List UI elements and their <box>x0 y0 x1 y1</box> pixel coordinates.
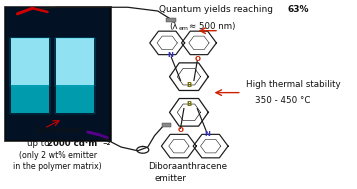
Bar <box>56 38 94 113</box>
Bar <box>166 18 176 22</box>
Bar <box>10 38 50 86</box>
Text: 63%: 63% <box>287 5 309 14</box>
Text: up to: up to <box>27 139 52 148</box>
Bar <box>6 7 109 139</box>
Text: ≈ 500 nm): ≈ 500 nm) <box>188 22 235 31</box>
Bar <box>10 38 50 114</box>
Text: (only 2 wt% emitter: (only 2 wt% emitter <box>19 151 96 160</box>
Bar <box>4 6 111 141</box>
Bar <box>56 38 94 85</box>
Text: em: em <box>179 26 189 31</box>
Bar <box>55 38 95 114</box>
Text: in the polymer matrix): in the polymer matrix) <box>13 162 102 171</box>
Text: (λ: (λ <box>169 22 177 31</box>
Text: 350 - 450 °C: 350 - 450 °C <box>255 96 310 105</box>
Text: −2: −2 <box>103 141 111 146</box>
Text: N: N <box>167 52 174 58</box>
Text: High thermal stability: High thermal stability <box>246 81 341 89</box>
Text: Quantum yields reaching: Quantum yields reaching <box>160 5 276 14</box>
Bar <box>55 38 95 86</box>
Text: N: N <box>204 131 210 137</box>
Text: Diboraanthracene: Diboraanthracene <box>148 162 227 171</box>
Text: B: B <box>186 82 192 88</box>
Text: Luminance: Luminance <box>34 126 81 135</box>
Bar <box>11 38 49 85</box>
Text: O: O <box>194 56 200 62</box>
Text: 2000 cd·m: 2000 cd·m <box>47 139 98 148</box>
Text: O: O <box>177 127 183 133</box>
Bar <box>162 123 171 127</box>
Bar <box>11 38 49 113</box>
Text: B: B <box>186 101 192 107</box>
Text: emitter: emitter <box>155 174 186 183</box>
